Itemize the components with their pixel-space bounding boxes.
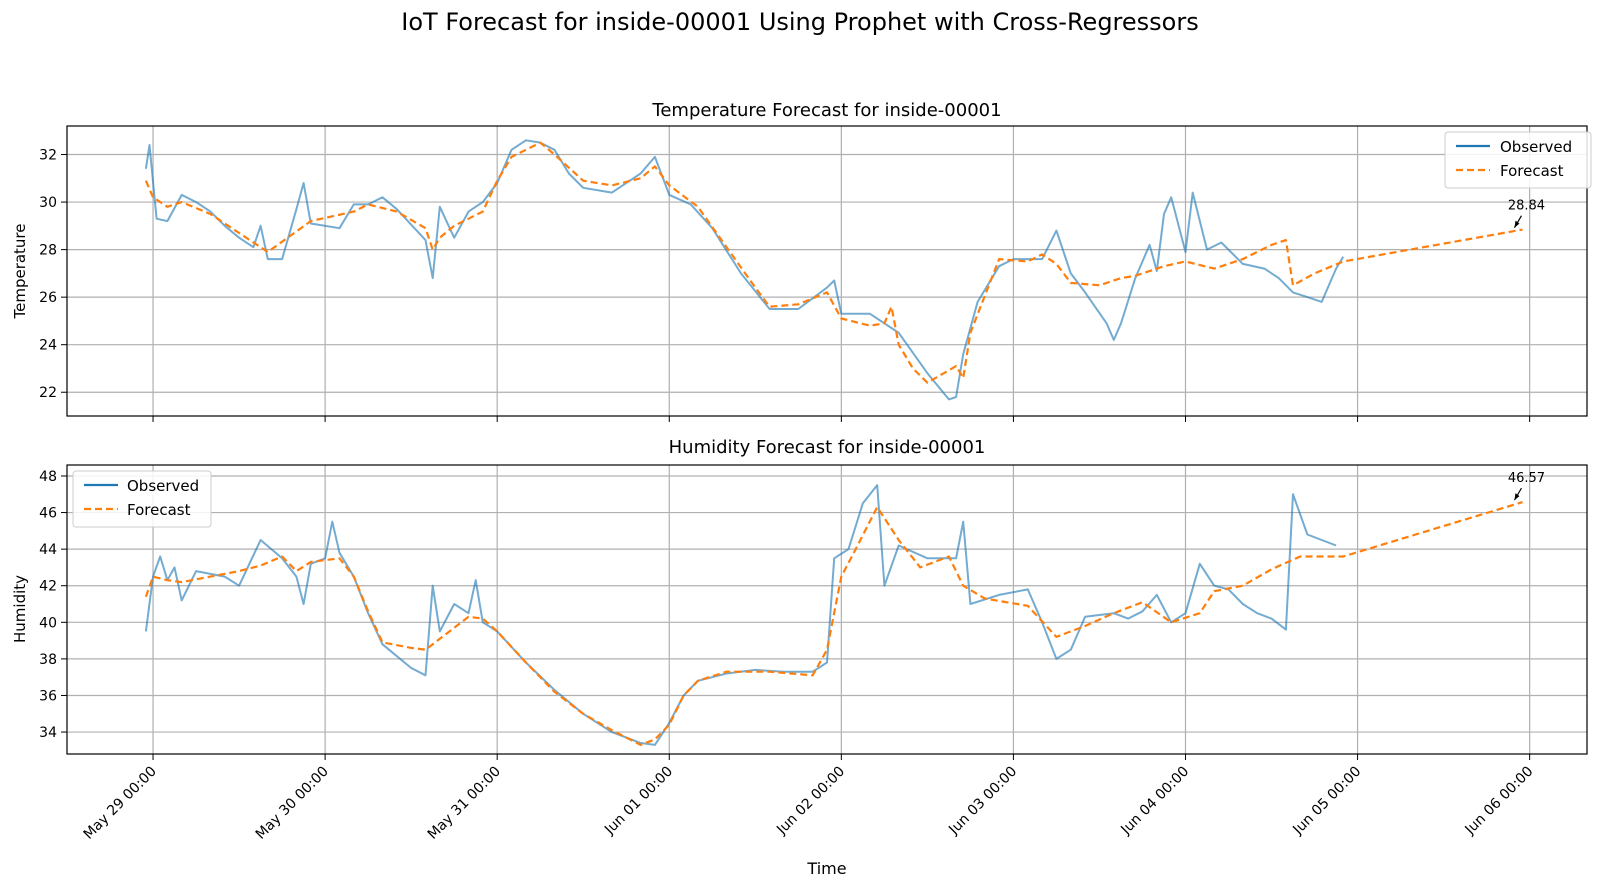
x-tick-label-3: Jun 01 00:00 xyxy=(601,764,676,839)
temperature-forecast-line xyxy=(144,141,1523,384)
humidity-forecast-line xyxy=(144,501,1523,746)
temperature-legend-observed-label: Observed xyxy=(1500,138,1572,156)
x-axis-ticklabels: May 29 00:00 May 30 00:00 May 31 00:00 Jun … xyxy=(81,764,1537,843)
temperature-ytick-label-0: 22 xyxy=(39,385,57,401)
figure-suptitle: IoT Forecast for inside-00001 Using Prop… xyxy=(401,8,1198,36)
humidity-ytick-label-6: 46 xyxy=(39,506,57,522)
x-tick-label-2: May 31 00:00 xyxy=(425,764,504,843)
humidity-observed-line xyxy=(144,484,1337,746)
humidity-legend: Observed Forecast xyxy=(72,470,212,528)
humidity-ytick-label-5: 44 xyxy=(39,542,57,558)
humidity-annotation-arrowhead xyxy=(1514,493,1520,501)
humidity-ytick-label-1: 36 xyxy=(39,688,57,704)
temperature-legend: Observed Forecast xyxy=(1444,131,1592,189)
humidity-legend-observed-label: Observed xyxy=(127,477,199,495)
temperature-ytick-label-5: 32 xyxy=(39,148,57,164)
temperature-ytick-label-1: 24 xyxy=(39,338,57,354)
x-axis-label: Time xyxy=(806,859,846,878)
temperature-ytick-label-3: 28 xyxy=(39,243,57,259)
humidity-ytick-label-2: 38 xyxy=(39,652,57,668)
x-tick-label-1: May 30 00:00 xyxy=(253,764,332,843)
x-tick-label-5: Jun 03 00:00 xyxy=(945,764,1020,839)
temperature-annotation-arrowhead xyxy=(1514,220,1520,228)
temperature-ytick-label-2: 26 xyxy=(39,290,57,306)
temperature-annotation-label: 28.84 xyxy=(1508,199,1545,214)
humidity-ytick-label-3: 40 xyxy=(39,615,57,631)
temperature-plot-area: 22 24 26 28 30 32 28.84 xyxy=(39,125,1588,422)
humidity-annotation-label: 46.57 xyxy=(1508,471,1545,486)
temperature-title: Temperature Forecast for inside-00001 xyxy=(651,100,1001,121)
x-tick-label-7: Jun 05 00:00 xyxy=(1289,764,1364,839)
x-tick-label-6: Jun 04 00:00 xyxy=(1117,764,1192,839)
temperature-subplot: Temperature Forecast for inside-00001 Te… xyxy=(11,100,1592,422)
humidity-axes-frame xyxy=(66,464,1588,755)
humidity-legend-forecast-label: Forecast xyxy=(127,501,191,519)
temperature-axes-frame xyxy=(66,125,1588,417)
temperature-legend-forecast-label: Forecast xyxy=(1500,162,1564,180)
x-tick-label-4: Jun 02 00:00 xyxy=(773,764,848,839)
humidity-subplot: Humidity Forecast for inside-00001 Humid… xyxy=(11,437,1588,760)
x-tick-label-0: May 29 00:00 xyxy=(81,764,160,843)
humidity-ylabel: Humidity xyxy=(11,575,29,643)
temperature-ytick-label-4: 30 xyxy=(39,195,57,211)
humidity-plot-area: 34 36 38 40 42 44 46 48 46.57 xyxy=(39,464,1588,760)
humidity-ytick-label-0: 34 xyxy=(39,725,57,741)
temperature-ylabel: Temperature xyxy=(11,223,29,319)
x-tick-label-8: Jun 06 00:00 xyxy=(1462,764,1537,839)
humidity-title: Humidity Forecast for inside-00001 xyxy=(669,437,986,458)
humidity-ytick-label-7: 48 xyxy=(39,469,57,485)
humidity-ytick-label-4: 42 xyxy=(39,579,57,595)
